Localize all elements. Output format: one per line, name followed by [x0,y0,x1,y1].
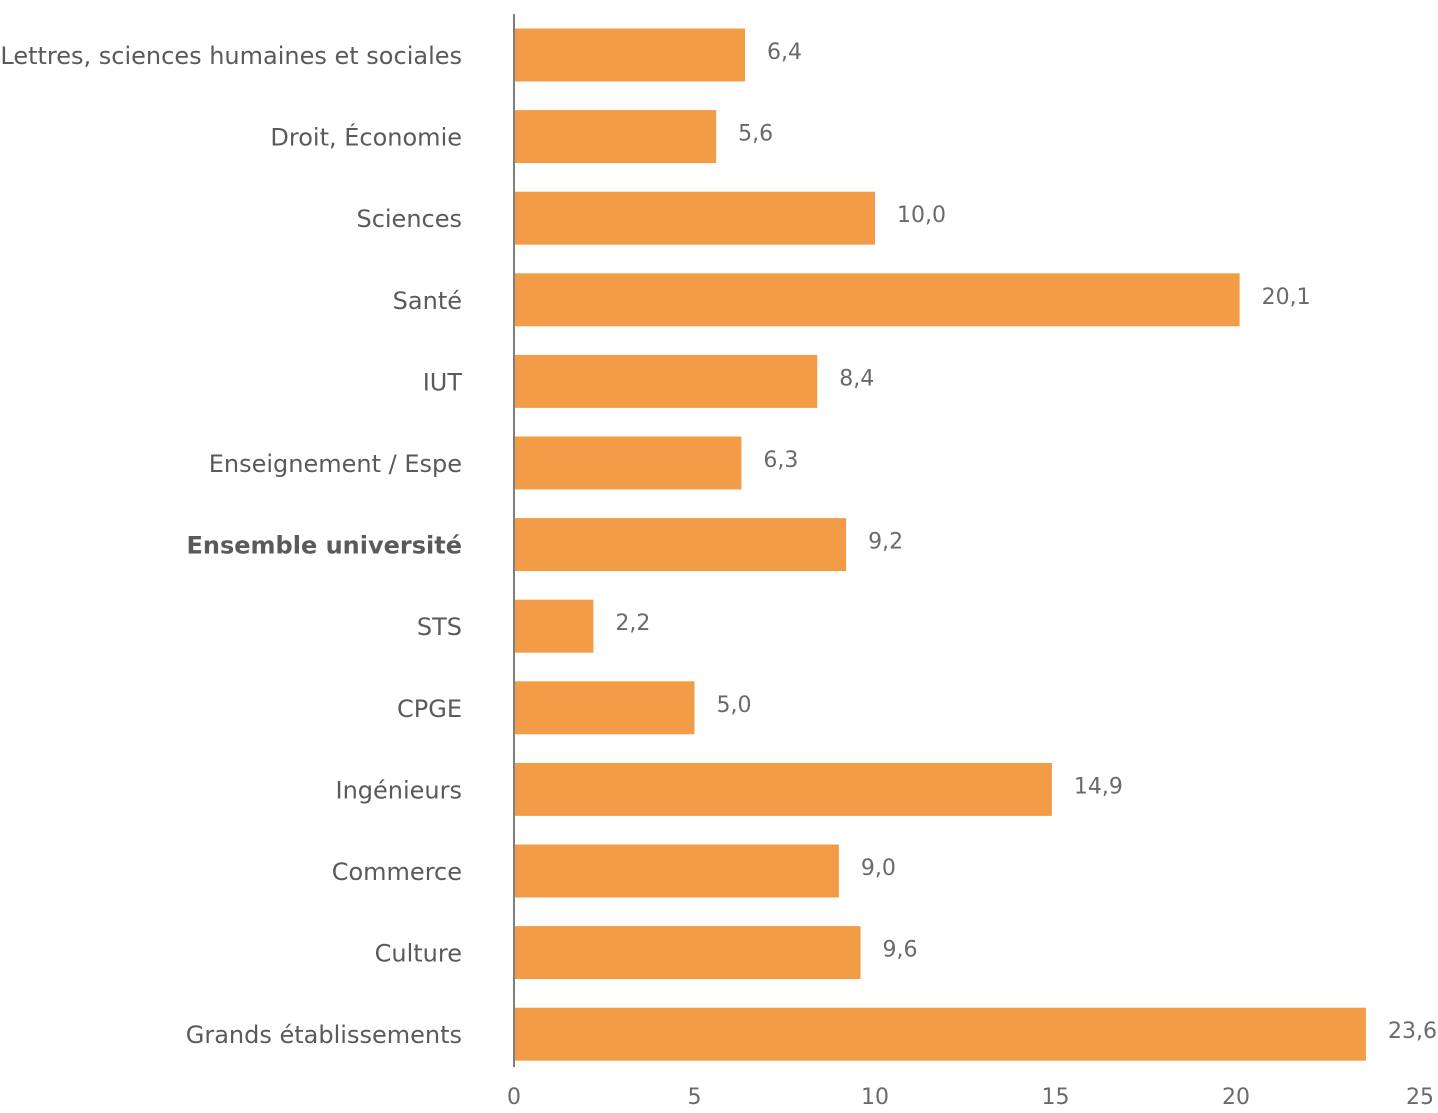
value-label-8: 5,0 [717,693,752,718]
value-label-4: 8,4 [839,366,874,391]
x-tick-label-4: 20 [1222,1085,1250,1110]
x-tick-label-0: 0 [507,1085,521,1110]
bar-2 [514,191,875,245]
bar-0 [514,28,746,82]
bar-12 [514,1007,1366,1061]
value-label-7: 2,2 [615,611,650,636]
bar-7 [514,599,594,653]
category-label-10: Commerce [332,858,462,886]
value-label-6: 9,2 [868,530,903,555]
category-label-3: Santé [393,287,462,315]
bar-11 [514,926,861,980]
category-label-8: CPGE [397,695,462,723]
x-tick-label-5: 25 [1406,1085,1434,1110]
bar-6 [514,518,847,572]
value-label-11: 9,6 [883,938,918,963]
category-label-12: Grands établissements [186,1021,462,1049]
category-label-4: IUT [423,368,463,396]
category-label-0: Lettres, sciences humaines et sociales [0,42,462,70]
bar-4 [514,354,818,408]
value-label-0: 6,4 [767,40,802,65]
category-label-2: Sciences [356,205,462,233]
category-label-1: Droit, Économie [270,123,462,152]
bar-3 [514,273,1240,327]
bar-8 [514,681,695,735]
x-axis-ticks-group: 0 5 10 15 20 25 [507,1085,1434,1110]
value-label-1: 5,6 [738,122,773,147]
value-label-3: 20,1 [1262,285,1311,310]
value-label-5: 6,3 [763,448,798,473]
value-label-12: 23,6 [1388,1019,1437,1044]
category-label-5: Enseignement / Espe [209,450,462,478]
x-tick-label-1: 5 [688,1085,702,1110]
category-labels-group: Lettres, sciences humaines et sociales Dr… [0,42,462,1049]
bar-5 [514,436,742,490]
category-label-6: Ensemble université [186,532,462,560]
bar-9 [514,762,1052,816]
value-label-9: 14,9 [1074,774,1123,799]
category-label-7: STS [417,613,462,641]
bar-1 [514,110,717,164]
category-label-9: Ingénieurs [335,776,462,804]
value-label-10: 9,0 [861,856,896,881]
bars-group [514,28,1366,1061]
x-tick-label-2: 10 [861,1085,889,1110]
bar-10 [514,844,839,898]
category-label-11: Culture [375,940,462,968]
value-labels-group: 6,4 5,6 10,0 20,1 8,4 6,3 9,2 2,2 5,0 14,9 9,0 9,6 2… [615,40,1437,1044]
value-label-2: 10,0 [897,203,946,228]
x-tick-label-3: 15 [1042,1085,1070,1110]
